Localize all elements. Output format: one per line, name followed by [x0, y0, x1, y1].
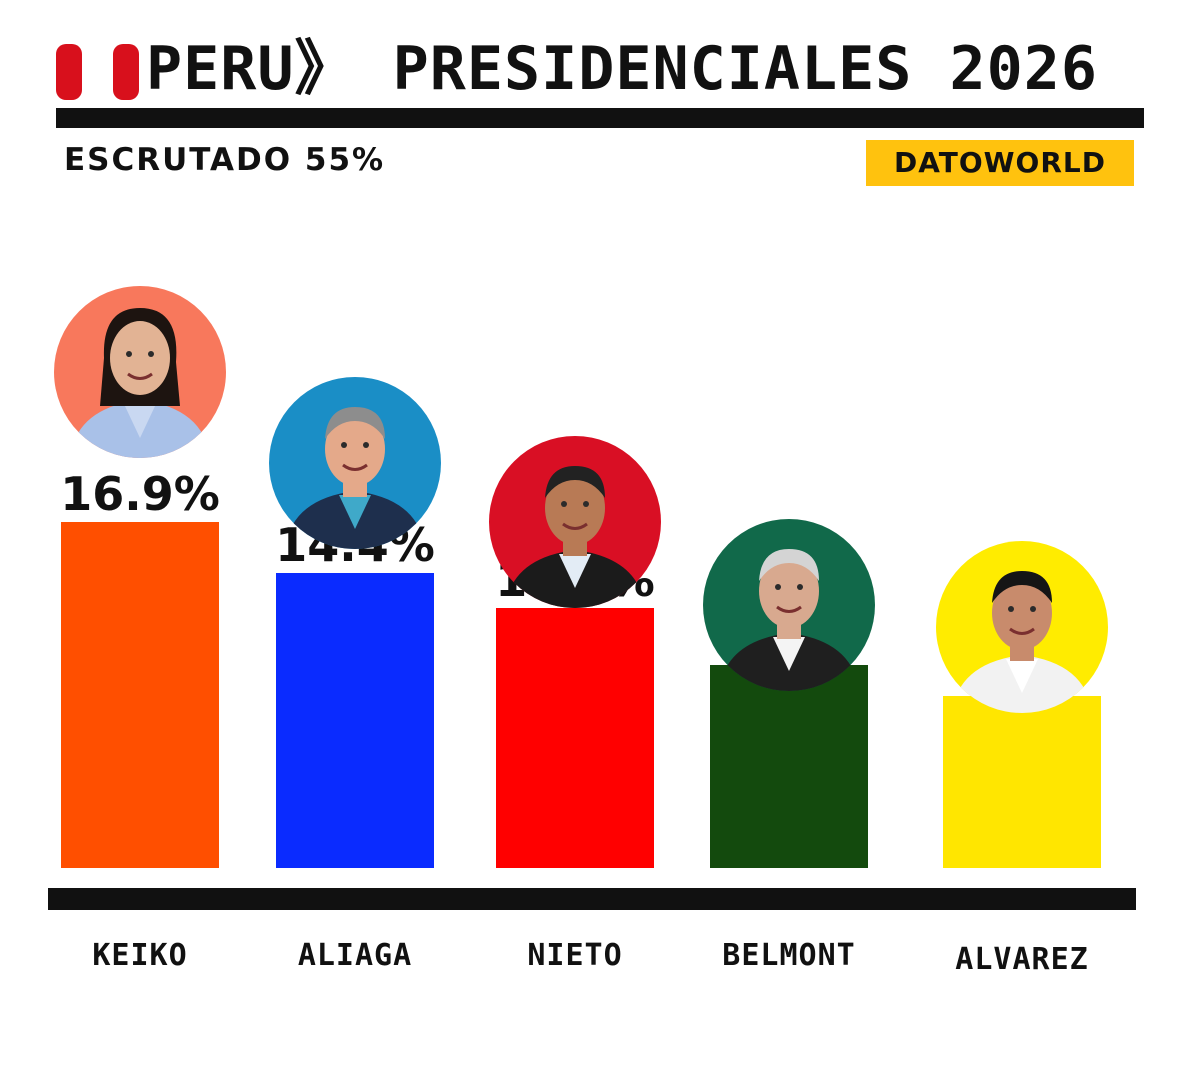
brand-badge: DATOWORLD: [866, 140, 1134, 186]
candidate-alvarez-photo-avatar: [936, 541, 1108, 713]
candidate-aliaga-photo-avatar: [269, 377, 441, 549]
title-underline: [56, 108, 1144, 128]
candidate-belmont-photo-avatar: [703, 519, 875, 691]
category-label-belmont: BELMONT: [722, 938, 856, 973]
bar-aliaga: [276, 572, 434, 868]
counted-percentage: ESCRUTADO 55%: [64, 142, 386, 178]
category-label-keiko: KEIKO: [92, 938, 188, 973]
x-axis-baseline: [48, 888, 1136, 910]
category-label-nieto: NIETO: [527, 938, 623, 973]
bar-belmont: [710, 665, 868, 868]
category-label-alvarez: ALVAREZ: [955, 942, 1089, 977]
candidate-nieto-photo-avatar: [489, 436, 661, 608]
bar-keiko: [61, 521, 219, 868]
bar-alvarez: [943, 695, 1101, 868]
peru-flag-icon: [56, 44, 142, 100]
candidate-keiko-photo-avatar: [54, 286, 226, 458]
category-label-aliaga: ALIAGA: [297, 938, 413, 973]
bar-nieto: [496, 607, 654, 868]
value-label-keiko: 16.9%: [60, 466, 220, 521]
chart-title: PERU》 PRESIDENCIALES 2026: [146, 34, 1098, 104]
